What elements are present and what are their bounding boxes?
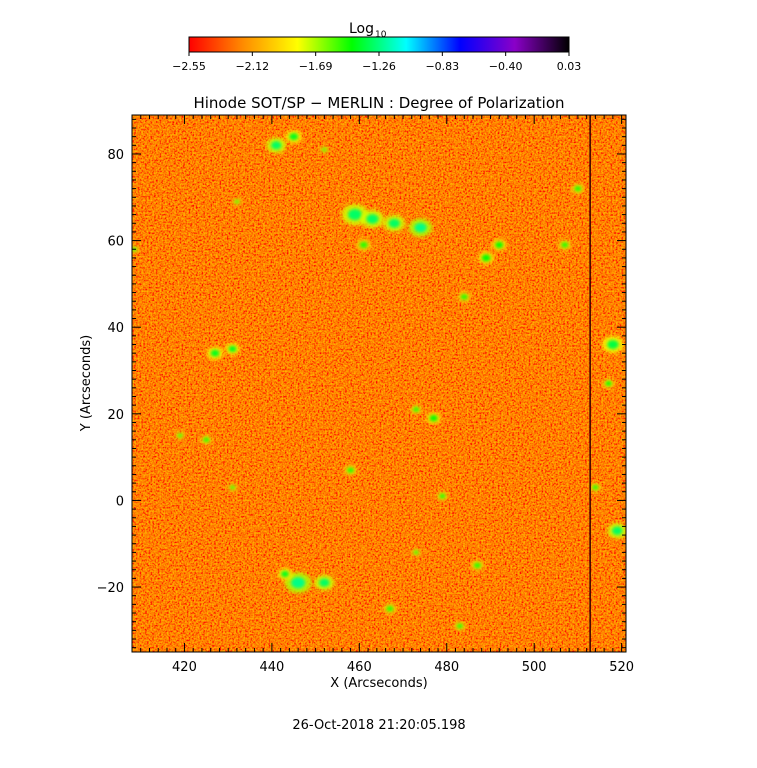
feature-core bbox=[319, 578, 330, 587]
colorbar-tick-label: −1.69 bbox=[299, 60, 333, 73]
feature-core bbox=[347, 209, 362, 221]
feature-core bbox=[413, 407, 420, 412]
colorbar-ticks: −2.55 −2.12 −1.69 −1.26 −0.83 −0.40 0.03 bbox=[172, 52, 581, 73]
colorbar-gradient bbox=[188, 36, 570, 53]
x-tick-label: 520 bbox=[609, 660, 634, 675]
timestamp-annotation: 26-Oct-2018 21:20:05.198 bbox=[292, 718, 465, 733]
feature-core bbox=[229, 485, 236, 490]
feature-core bbox=[481, 254, 491, 262]
feature-core bbox=[414, 222, 427, 233]
feature-core bbox=[281, 570, 289, 578]
feature-core bbox=[592, 484, 599, 490]
feature-core bbox=[321, 147, 327, 152]
feature-core bbox=[495, 241, 504, 249]
feature-core bbox=[473, 562, 481, 569]
y-tick-label: 40 bbox=[107, 321, 124, 336]
feature-core bbox=[271, 141, 282, 150]
y-tick-label: −20 bbox=[97, 581, 124, 596]
x-tick-label: 500 bbox=[522, 660, 547, 675]
colorbar-tick-label: −1.26 bbox=[362, 60, 396, 73]
plot-frame bbox=[131, 114, 627, 653]
colorbar-tick-label: −0.40 bbox=[489, 60, 523, 73]
feature-core bbox=[234, 199, 240, 204]
feature-core bbox=[607, 339, 619, 350]
x-axis: 420 440 460 480 500 520 bbox=[140, 115, 634, 675]
y-tick-label: 20 bbox=[107, 408, 124, 423]
feature-core bbox=[413, 550, 419, 555]
y-tick-label: 0 bbox=[116, 494, 124, 509]
heatmap-image bbox=[132, 115, 626, 652]
feature-core bbox=[359, 241, 368, 249]
y-tick-label: 80 bbox=[107, 148, 124, 163]
y-axis: −20 0 20 40 60 80 bbox=[97, 118, 626, 649]
x-tick-label: 440 bbox=[259, 660, 284, 675]
feature-core bbox=[203, 437, 210, 443]
x-tick-label: 480 bbox=[434, 660, 459, 675]
colorbar-tick-label: 0.03 bbox=[557, 60, 582, 73]
colorbar-tick-label: −0.83 bbox=[425, 60, 459, 73]
feature-core bbox=[388, 218, 400, 228]
feature-core bbox=[228, 345, 237, 353]
feature-core bbox=[460, 294, 468, 300]
feature-core bbox=[291, 577, 306, 589]
y-tick-label: 60 bbox=[107, 235, 124, 250]
feature-core bbox=[605, 381, 612, 386]
feature-core bbox=[347, 467, 355, 473]
colorbar: Log 10 −2.55 −2.12 −1.69 −1.26 −0.83 −0.40 0.0… bbox=[172, 21, 581, 73]
chart-title: Hinode SOT/SP − MERLIN : Degree of Polar… bbox=[193, 94, 564, 112]
feature-core bbox=[177, 433, 183, 438]
feature-core bbox=[561, 242, 569, 248]
x-tick-label: 460 bbox=[347, 660, 372, 675]
x-tick-label: 420 bbox=[172, 660, 197, 675]
colorbar-tick-label: −2.12 bbox=[235, 60, 269, 73]
y-axis-label: Y (Arcseconds) bbox=[79, 335, 94, 432]
x-axis-label: X (Arcseconds) bbox=[330, 676, 427, 691]
feature-core bbox=[210, 349, 220, 357]
feature-core bbox=[366, 214, 379, 224]
feature-core bbox=[386, 605, 394, 612]
polarization-features bbox=[132, 130, 626, 631]
feature-core bbox=[612, 526, 623, 535]
feature-core bbox=[456, 623, 463, 629]
feature-core bbox=[574, 185, 582, 192]
colorbar-tick-label: −2.55 bbox=[172, 60, 206, 73]
feature-core bbox=[289, 133, 299, 141]
colorbar-label: Log bbox=[349, 21, 374, 37]
colorbar-label-subscript: 10 bbox=[375, 30, 387, 40]
feature-core bbox=[429, 414, 438, 422]
feature-core bbox=[439, 493, 446, 499]
heatmap-noise bbox=[132, 115, 626, 652]
